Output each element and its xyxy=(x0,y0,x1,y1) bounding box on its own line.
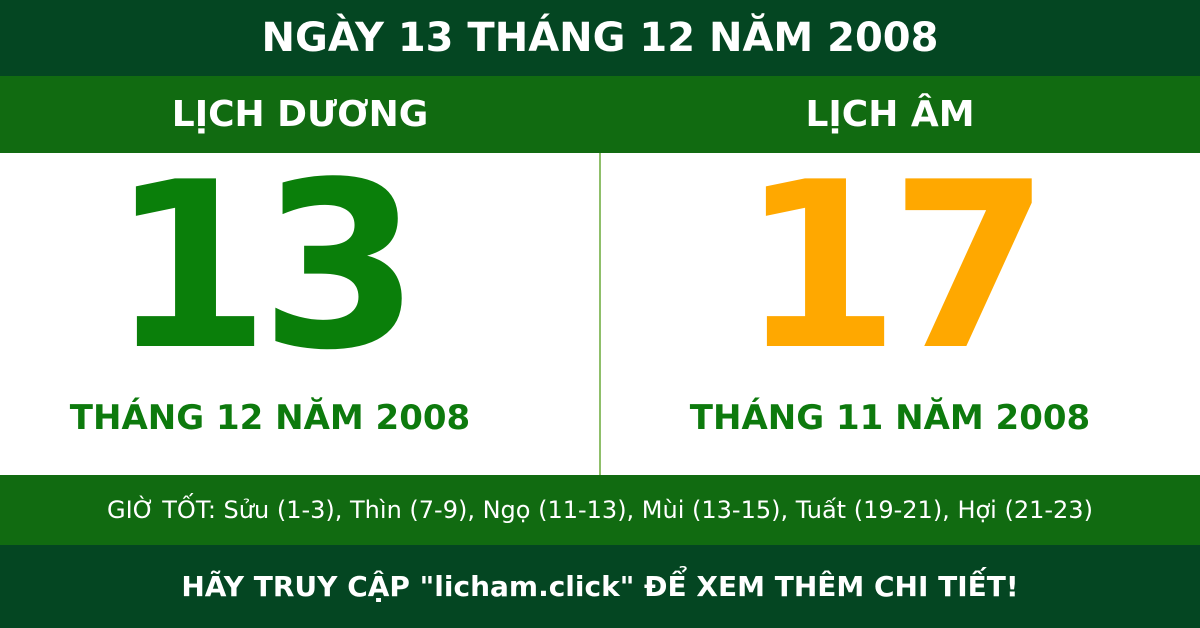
lunar-day: 17 xyxy=(739,134,1050,401)
lunar-column: 17 THÁNG 11 NĂM 2008 xyxy=(590,153,1190,475)
solar-header: LỊCH DƯƠNG xyxy=(171,94,429,135)
solar-month-year: THÁNG 12 NĂM 2008 xyxy=(69,398,471,438)
good-hours: GIỜ TỐT: Sửu (1-3), Thìn (7-9), Ngọ (11-… xyxy=(0,475,1200,545)
calendar-body: 13 THÁNG 12 NĂM 2008 17 THÁNG 11 NĂM 200… xyxy=(0,153,1200,475)
divider xyxy=(599,153,601,475)
column-headers: LỊCH DƯƠNG LỊCH ÂM xyxy=(0,76,1200,153)
page-title: NGÀY 13 THÁNG 12 NĂM 2008 xyxy=(0,0,1200,76)
solar-day: 13 xyxy=(109,134,420,401)
lunar-month-year: THÁNG 11 NĂM 2008 xyxy=(689,398,1091,438)
solar-column: 13 THÁNG 12 NĂM 2008 xyxy=(0,153,560,475)
lunar-header: LỊCH ÂM xyxy=(805,94,975,135)
footer-cta: HÃY TRUY CẬP "licham.click" ĐỂ XEM THÊM … xyxy=(0,545,1200,628)
